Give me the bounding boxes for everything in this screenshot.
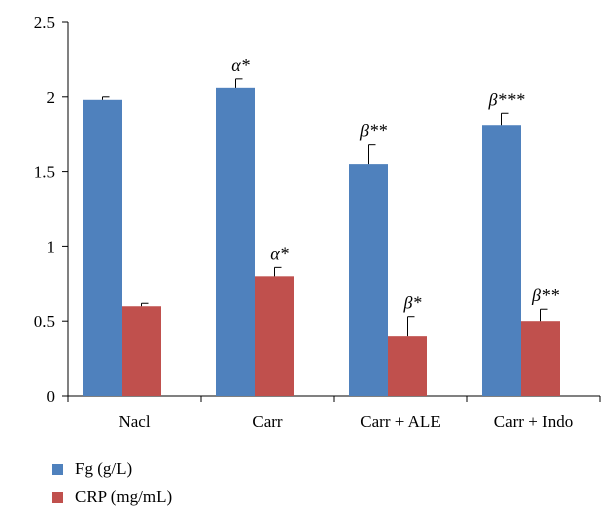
significance-label: β** <box>531 285 559 305</box>
bar <box>122 306 161 396</box>
bar <box>388 336 427 396</box>
x-tick-label: Nacl <box>118 412 150 431</box>
legend: Fg (g/L) CRP (mg/mL) <box>52 455 172 511</box>
significance-label: β*** <box>488 89 525 109</box>
bar <box>482 125 521 396</box>
y-tick-label: 1.5 <box>34 163 55 182</box>
significance-annotations: α* β** β*** α* β* β** <box>231 55 559 313</box>
legend-swatch-crp <box>52 491 63 503</box>
bar <box>349 164 388 396</box>
significance-label: α* <box>270 243 288 263</box>
y-axis: 0 0.5 1 1.5 2 2.5 <box>34 13 69 406</box>
bar-chart: 0 0.5 1 1.5 2 2.5 Nacl Carr Carr + ALE Carr + In… <box>34 13 601 431</box>
bar <box>216 87 255 396</box>
bars <box>83 87 560 397</box>
bar <box>255 276 294 396</box>
x-tick-label: Carr + ALE <box>360 412 440 431</box>
x-tick-label: Carr <box>252 412 283 431</box>
y-tick-label: 2 <box>47 88 56 107</box>
significance-label: β** <box>359 121 387 141</box>
bar <box>521 321 560 396</box>
bar <box>83 99 122 397</box>
y-tick-label: 0.5 <box>34 312 55 331</box>
legend-item-crp: CRP (mg/mL) <box>52 483 172 511</box>
y-tick-label: 2.5 <box>34 13 55 32</box>
legend-swatch-fg <box>52 463 63 475</box>
legend-item-fg: Fg (g/L) <box>52 455 172 483</box>
significance-label: α* <box>231 55 249 75</box>
legend-label-fg: Fg (g/L) <box>75 459 133 478</box>
error-bars <box>102 78 548 337</box>
y-tick-label: 1 <box>47 237 56 256</box>
x-axis: Nacl Carr Carr + ALE Carr + Indo <box>67 395 601 431</box>
significance-label: β* <box>403 293 422 313</box>
x-tick-label: Carr + Indo <box>494 412 573 431</box>
y-tick-label: 0 <box>47 387 56 406</box>
legend-label-crp: CRP (mg/mL) <box>75 487 173 506</box>
